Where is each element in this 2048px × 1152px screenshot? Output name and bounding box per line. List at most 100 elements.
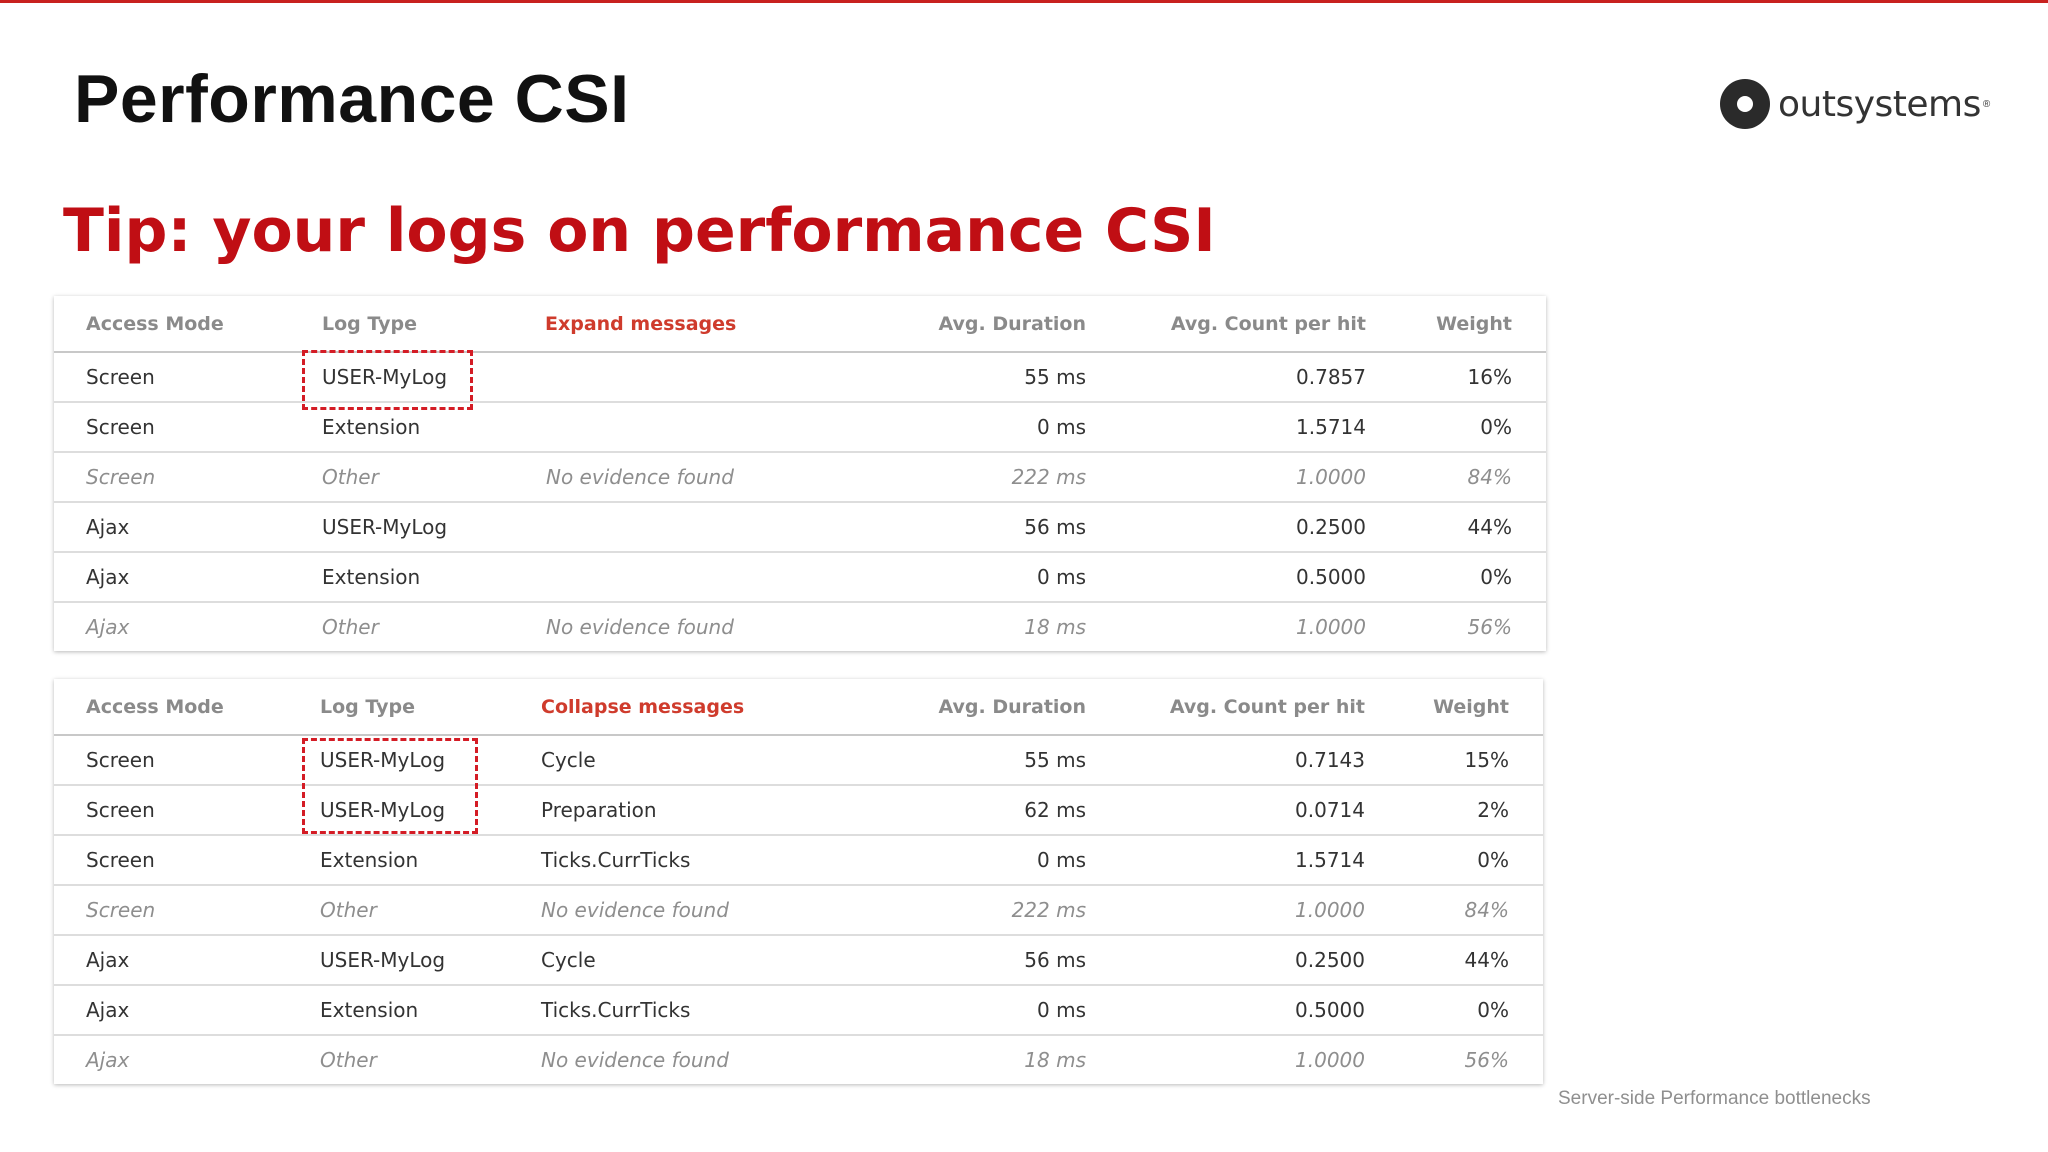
cell-weight: 16%: [1467, 365, 1512, 389]
table-row[interactable]: Ajax Extension 0 ms 0.5000 0%: [54, 553, 1546, 603]
table-row[interactable]: Screen Extension Ticks.CurrTicks 0 ms 1.5714…: [54, 836, 1543, 886]
cell-log-type: USER-MyLog: [320, 798, 446, 822]
cell-weight: 0%: [1477, 998, 1509, 1022]
cell-avg-duration: 18 ms: [1024, 1048, 1086, 1072]
cell-weight: 56%: [1467, 615, 1512, 639]
cell-avg-duration: 222 ms: [1011, 465, 1086, 489]
cell-access-mode: Ajax: [86, 615, 130, 639]
cell-avg-count: 0.5000: [1295, 998, 1365, 1022]
cell-avg-duration: 0 ms: [1037, 998, 1086, 1022]
cell-avg-duration: 56 ms: [1024, 948, 1086, 972]
cell-access-mode: Screen: [86, 798, 155, 822]
expand-messages-link[interactable]: Expand messages: [545, 312, 737, 335]
cell-avg-duration: 55 ms: [1024, 748, 1086, 772]
slide-footer: Server-side Performance bottlenecks: [1558, 1088, 1871, 1109]
top-accent-line: [0, 0, 2048, 3]
cell-weight: 44%: [1467, 515, 1512, 539]
table-row[interactable]: Ajax USER-MyLog Cycle 56 ms 0.2500 44%: [54, 936, 1543, 986]
cell-log-type: Other: [320, 898, 377, 922]
cell-avg-count: 0.5000: [1296, 565, 1366, 589]
log-table-expanded: Access Mode Log Type Expand messages Avg…: [54, 296, 1546, 651]
cell-log-type: Other: [322, 615, 379, 639]
table-row[interactable]: Ajax USER-MyLog 56 ms 0.2500 44%: [54, 503, 1546, 553]
cell-weight: 84%: [1464, 898, 1509, 922]
cell-message: Cycle: [541, 948, 596, 972]
cell-avg-count: 0.7857: [1296, 365, 1366, 389]
cell-avg-count: 1.0000: [1295, 1048, 1365, 1072]
cell-access-mode: Screen: [86, 465, 156, 489]
cell-access-mode: Ajax: [86, 998, 130, 1022]
log-table-collapsed: Access Mode Log Type Collapse messages A…: [54, 679, 1543, 1084]
slide-title: Performance CSI: [74, 61, 630, 137]
cell-avg-count: 1.5714: [1296, 415, 1366, 439]
cell-avg-duration: 62 ms: [1024, 798, 1086, 822]
cell-avg-count: 0.7143: [1295, 748, 1365, 772]
header-weight[interactable]: Weight: [1436, 312, 1512, 335]
header-avg-duration[interactable]: Avg. Duration: [938, 312, 1086, 335]
cell-avg-duration: 0 ms: [1037, 565, 1086, 589]
cell-log-type: USER-MyLog: [322, 365, 448, 389]
table-row[interactable]: Screen Other No evidence found 222 ms 1.0000…: [54, 453, 1546, 503]
cell-access-mode: Ajax: [86, 1048, 130, 1072]
cell-avg-count: 0.0714: [1295, 798, 1365, 822]
cell-message: No evidence found: [546, 465, 734, 489]
slide-subtitle: Tip: your logs on performance CSI: [63, 196, 1216, 266]
cell-avg-duration: 55 ms: [1024, 365, 1086, 389]
cell-access-mode: Screen: [86, 898, 156, 922]
cell-access-mode: Ajax: [86, 565, 130, 589]
cell-message: No evidence found: [546, 615, 734, 639]
table-row[interactable]: Ajax Other No evidence found 18 ms 1.0000 56%: [54, 603, 1546, 651]
cell-log-type: Other: [320, 1048, 377, 1072]
header-access-mode[interactable]: Access Mode: [86, 312, 224, 335]
cell-log-type: Other: [322, 465, 379, 489]
table-row[interactable]: Screen Other No evidence found 222 ms 1.0000…: [54, 886, 1543, 936]
cell-message: Preparation: [541, 798, 657, 822]
header-log-type[interactable]: Log Type: [322, 312, 417, 335]
header-access-mode[interactable]: Access Mode: [86, 695, 224, 718]
cell-message: Ticks.CurrTicks: [541, 998, 691, 1022]
cell-access-mode: Screen: [86, 848, 155, 872]
cell-message: Cycle: [541, 748, 596, 772]
cell-avg-count: 1.0000: [1296, 615, 1366, 639]
cell-avg-count: 1.0000: [1295, 898, 1365, 922]
cell-log-type: Extension: [322, 415, 421, 439]
header-avg-duration[interactable]: Avg. Duration: [938, 695, 1086, 718]
cell-weight: 0%: [1477, 848, 1509, 872]
header-avg-count[interactable]: Avg. Count per hit: [1170, 312, 1366, 335]
table-row[interactable]: Screen Extension 0 ms 1.5714 0%: [54, 403, 1546, 453]
cell-message: No evidence found: [541, 898, 729, 922]
table-header-row: Access Mode Log Type Expand messages Avg…: [54, 296, 1546, 353]
cell-weight: 44%: [1464, 948, 1509, 972]
cell-log-type: USER-MyLog: [322, 515, 448, 539]
cell-weight: 0%: [1480, 565, 1512, 589]
cell-log-type: Extension: [320, 848, 419, 872]
table-row[interactable]: Ajax Other No evidence found 18 ms 1.0000 56%: [54, 1036, 1543, 1084]
header-log-type[interactable]: Log Type: [320, 695, 415, 718]
cell-avg-duration: 0 ms: [1037, 415, 1086, 439]
outsystems-logo-icon: [1720, 79, 1770, 129]
cell-access-mode: Screen: [86, 415, 155, 439]
cell-avg-duration: 0 ms: [1037, 848, 1086, 872]
table-row[interactable]: Screen USER-MyLog 55 ms 0.7857 16%: [54, 353, 1546, 403]
cell-avg-duration: 18 ms: [1024, 615, 1086, 639]
cell-weight: 56%: [1464, 1048, 1509, 1072]
cell-avg-duration: 222 ms: [1011, 898, 1086, 922]
header-weight[interactable]: Weight: [1433, 695, 1509, 718]
logo-text: outsystems: [1778, 83, 1981, 125]
cell-message: Ticks.CurrTicks: [541, 848, 691, 872]
cell-avg-count: 0.2500: [1295, 948, 1365, 972]
cell-access-mode: Screen: [86, 748, 155, 772]
cell-avg-duration: 56 ms: [1024, 515, 1086, 539]
table-header-row: Access Mode Log Type Collapse messages A…: [54, 679, 1543, 736]
collapse-messages-link[interactable]: Collapse messages: [541, 695, 745, 718]
cell-access-mode: Ajax: [86, 515, 130, 539]
header-avg-count[interactable]: Avg. Count per hit: [1169, 695, 1365, 718]
cell-weight: 15%: [1464, 748, 1509, 772]
cell-message: No evidence found: [541, 1048, 729, 1072]
cell-weight: 0%: [1480, 415, 1512, 439]
table-row[interactable]: Ajax Extension Ticks.CurrTicks 0 ms 0.5000 0%: [54, 986, 1543, 1036]
table-row[interactable]: Screen USER-MyLog Cycle 55 ms 0.7143 15%: [54, 736, 1543, 786]
cell-avg-count: 1.0000: [1296, 465, 1366, 489]
table-row[interactable]: Screen USER-MyLog Preparation 62 ms 0.0714 2%: [54, 786, 1543, 836]
cell-log-type: USER-MyLog: [320, 948, 446, 972]
